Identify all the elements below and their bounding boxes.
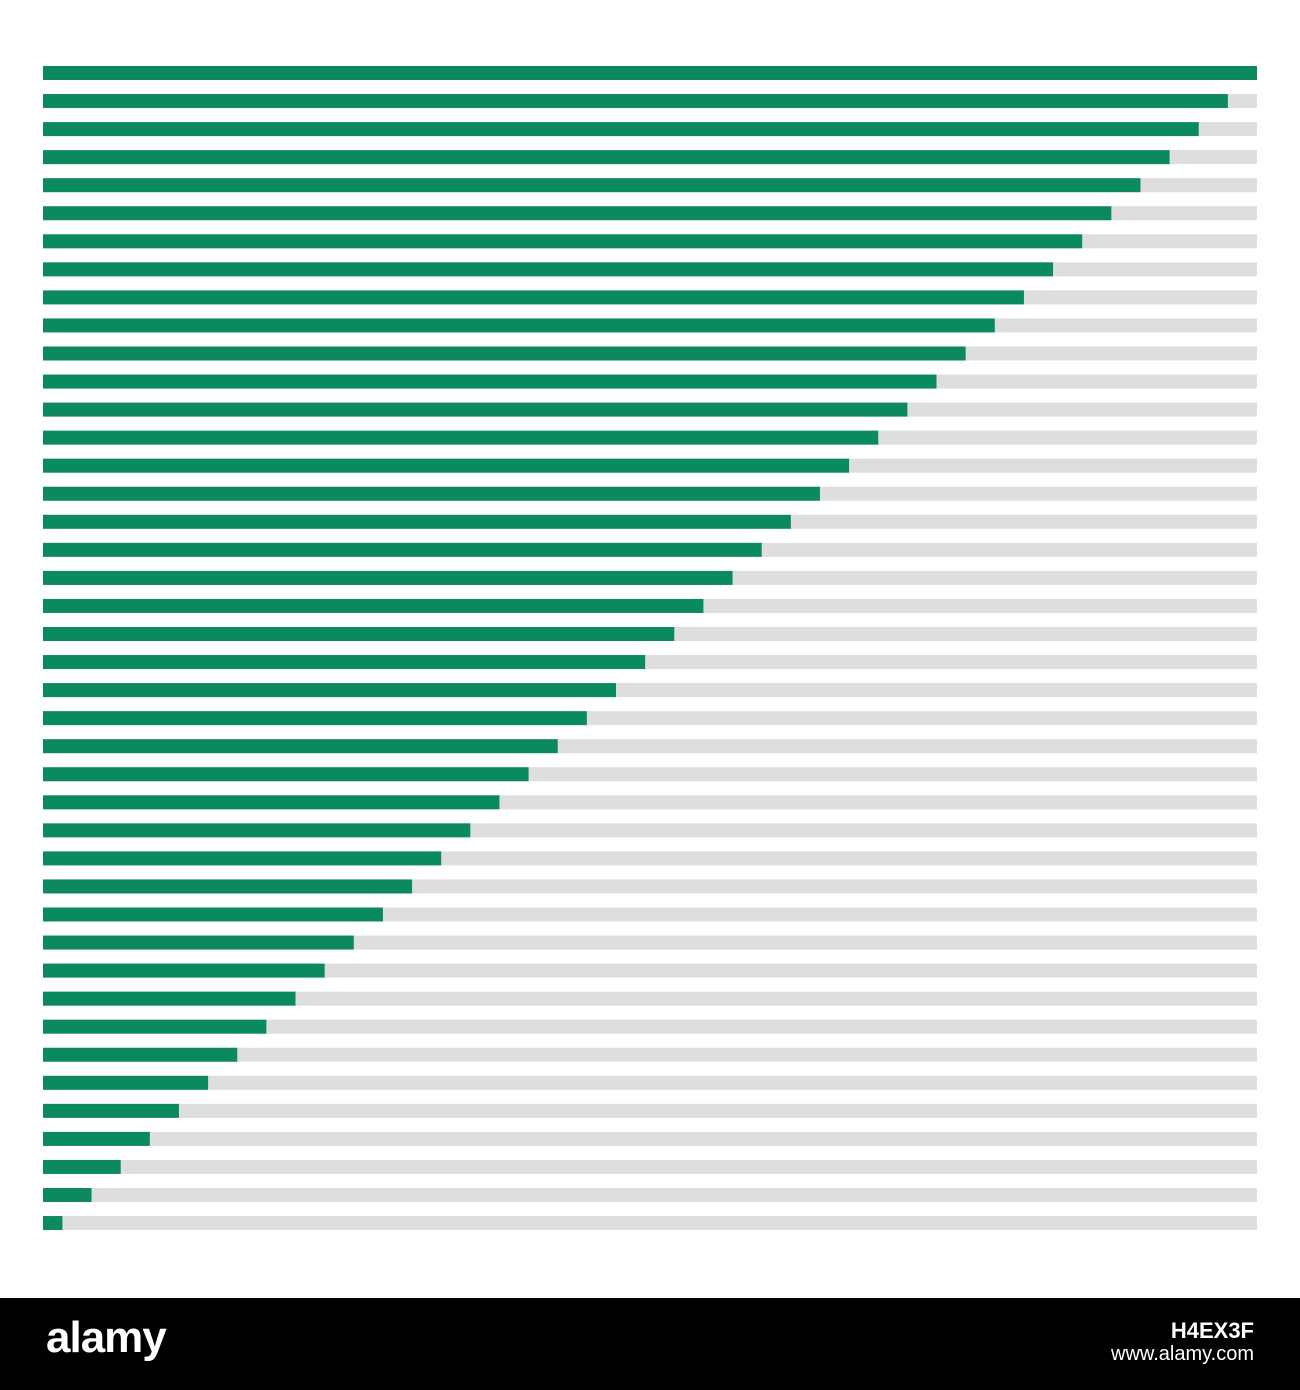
bar-31 — [43, 907, 383, 922]
bar-2 — [43, 94, 1228, 109]
bar-16 — [43, 486, 820, 501]
bar-22 — [43, 655, 646, 670]
bar-15 — [43, 458, 850, 473]
bar-track-42 — [43, 1216, 1257, 1231]
bar-18 — [43, 542, 762, 557]
bar-36 — [43, 1047, 238, 1062]
watermark-meta: H4EX3F www.alamy.com — [1111, 1318, 1254, 1366]
bar-24 — [43, 711, 587, 726]
bar-26 — [43, 767, 529, 782]
bar-7 — [43, 234, 1083, 249]
bar-32 — [43, 935, 354, 950]
bar-40 — [43, 1159, 121, 1174]
bar-track-40 — [43, 1159, 1257, 1174]
bar-12 — [43, 374, 937, 389]
bar-4 — [43, 150, 1170, 165]
bar-17 — [43, 514, 791, 529]
bar-21 — [43, 627, 675, 641]
bar-27 — [43, 795, 500, 810]
alamy-logo: alamy — [46, 1313, 167, 1362]
bar-29 — [43, 851, 442, 866]
watermark-band: alamy H4EX3F www.alamy.com — [0, 1298, 1300, 1390]
bar-37 — [43, 1075, 209, 1090]
bar-chart — [43, 66, 1257, 1231]
bar-5 — [43, 178, 1141, 193]
bar-group — [43, 66, 1257, 1231]
bar-13 — [43, 402, 908, 417]
bar-41 — [43, 1188, 92, 1202]
bar-20 — [43, 598, 704, 613]
bar-42 — [43, 1216, 63, 1231]
bar-14 — [43, 430, 879, 445]
bar-19 — [43, 570, 733, 585]
bar-3 — [43, 122, 1199, 137]
bar-9 — [43, 290, 1024, 305]
bar-33 — [43, 963, 325, 978]
bar-30 — [43, 879, 413, 894]
bar-track-35 — [43, 1019, 1257, 1034]
bar-34 — [43, 991, 296, 1006]
bar-track-34 — [43, 991, 1257, 1006]
bar-track-36 — [43, 1047, 1257, 1062]
bar-10 — [43, 318, 995, 333]
bar-8 — [43, 262, 1054, 277]
bar-39 — [43, 1131, 150, 1146]
bar-25 — [43, 739, 558, 754]
bar-track-37 — [43, 1075, 1257, 1090]
bar-11 — [43, 346, 966, 361]
site-url: www.alamy.com — [1111, 1343, 1254, 1366]
bar-28 — [43, 823, 471, 838]
bar-track-39 — [43, 1131, 1257, 1146]
bar-23 — [43, 683, 617, 698]
bar-track-38 — [43, 1103, 1257, 1118]
bar-track-33 — [43, 963, 1257, 978]
bar-38 — [43, 1103, 179, 1118]
image-id: H4EX3F — [1170, 1318, 1254, 1343]
bar-35 — [43, 1019, 267, 1034]
bar-track-41 — [43, 1188, 1257, 1202]
bar-6 — [43, 206, 1112, 221]
bar-1 — [43, 66, 1257, 80]
